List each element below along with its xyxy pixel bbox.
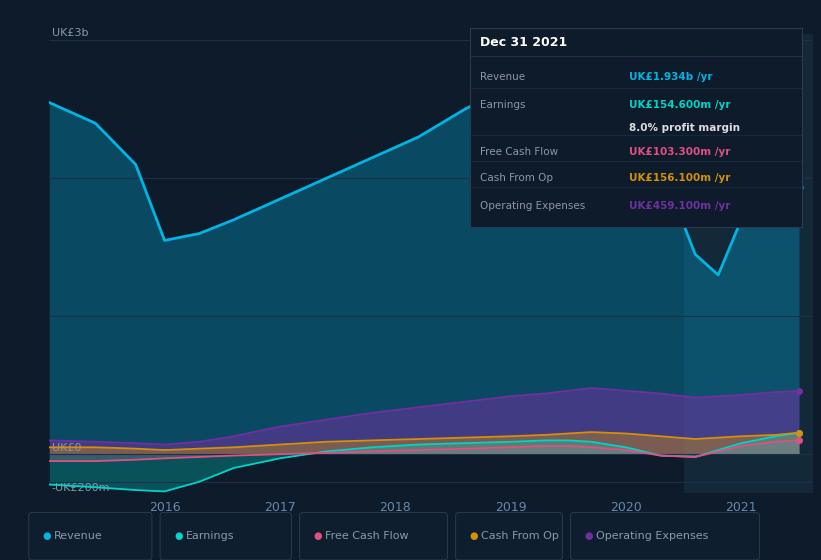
- Text: UK£156.100m /yr: UK£156.100m /yr: [629, 173, 731, 183]
- Text: UK£154.600m /yr: UK£154.600m /yr: [629, 100, 731, 110]
- Text: 8.0% profit margin: 8.0% profit margin: [629, 123, 741, 133]
- Text: Free Cash Flow: Free Cash Flow: [479, 147, 557, 157]
- Text: Cash From Op: Cash From Op: [481, 531, 559, 541]
- Text: UK£459.100m /yr: UK£459.100m /yr: [629, 201, 731, 211]
- Text: Revenue: Revenue: [54, 531, 103, 541]
- Bar: [684, 34, 813, 493]
- Text: ●: ●: [43, 531, 51, 541]
- Text: Free Cash Flow: Free Cash Flow: [325, 531, 409, 541]
- Text: UK£103.300m /yr: UK£103.300m /yr: [629, 147, 731, 157]
- Text: Revenue: Revenue: [479, 72, 525, 82]
- Text: UK£3b: UK£3b: [52, 28, 88, 38]
- Text: Earnings: Earnings: [479, 100, 525, 110]
- Text: Earnings: Earnings: [186, 531, 234, 541]
- Text: Cash From Op: Cash From Op: [479, 173, 553, 183]
- Text: ●: ●: [314, 531, 322, 541]
- Text: ●: ●: [174, 531, 182, 541]
- Text: Operating Expenses: Operating Expenses: [596, 531, 709, 541]
- Text: UK£0: UK£0: [52, 443, 81, 453]
- Text: ●: ●: [470, 531, 478, 541]
- Text: Operating Expenses: Operating Expenses: [479, 201, 585, 211]
- Text: UK£1.934b /yr: UK£1.934b /yr: [629, 72, 713, 82]
- Text: Dec 31 2021: Dec 31 2021: [479, 36, 566, 49]
- Text: ●: ●: [585, 531, 593, 541]
- Text: -UK£200m: -UK£200m: [52, 483, 110, 493]
